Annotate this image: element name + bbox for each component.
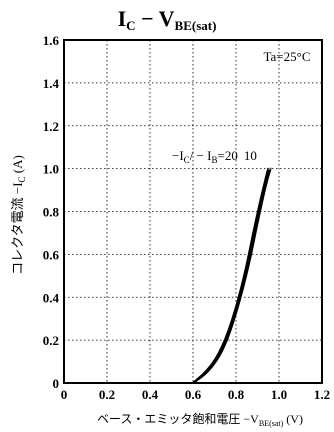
x-tick-label: 0 bbox=[61, 387, 68, 402]
y-tick-label: 1.6 bbox=[43, 33, 60, 48]
series-group bbox=[192, 167, 272, 384]
x-tick-label: 0.8 bbox=[228, 387, 245, 402]
y-tick-labels: 0 0.2 0.4 0.6 0.8 1.0 1.2 1.4 1.6 bbox=[43, 33, 60, 391]
y-tick-label: 0.4 bbox=[43, 290, 60, 305]
x-tick-label: 1.2 bbox=[314, 387, 330, 402]
y-tick-label: 0.8 bbox=[43, 205, 60, 220]
y-tick-label: 0 bbox=[53, 376, 60, 391]
y-tick-label: 1.4 bbox=[43, 76, 60, 91]
grid-lines bbox=[63, 39, 323, 384]
x-tick-label: 0.2 bbox=[99, 387, 115, 402]
ratio-annotation: −IC/ − IB=20 10 bbox=[172, 148, 257, 165]
condition-label: Ta=25°C bbox=[263, 49, 310, 64]
chart-title: IC − VBE(sat) bbox=[118, 6, 217, 33]
y-tick-label: 1.2 bbox=[43, 119, 59, 134]
series-line-1 bbox=[192, 167, 270, 384]
y-axis-label: コレクタ電流 −IC (A) bbox=[10, 155, 27, 275]
x-tick-label: 0.4 bbox=[142, 387, 159, 402]
y-tick-label: 1.0 bbox=[43, 162, 59, 177]
y-tick-label: 0.2 bbox=[43, 333, 59, 348]
x-tick-label: 1.0 bbox=[271, 387, 287, 402]
x-tick-labels: 0 0.2 0.4 0.6 0.8 1.0 1.2 bbox=[61, 387, 330, 402]
series-line-2 bbox=[192, 167, 272, 384]
x-axis-label: ベース・エミッタ飽和電圧 −VBE(sat) (V) bbox=[97, 411, 303, 428]
x-tick-label: 0.6 bbox=[185, 387, 202, 402]
y-tick-label: 0.6 bbox=[43, 247, 60, 262]
